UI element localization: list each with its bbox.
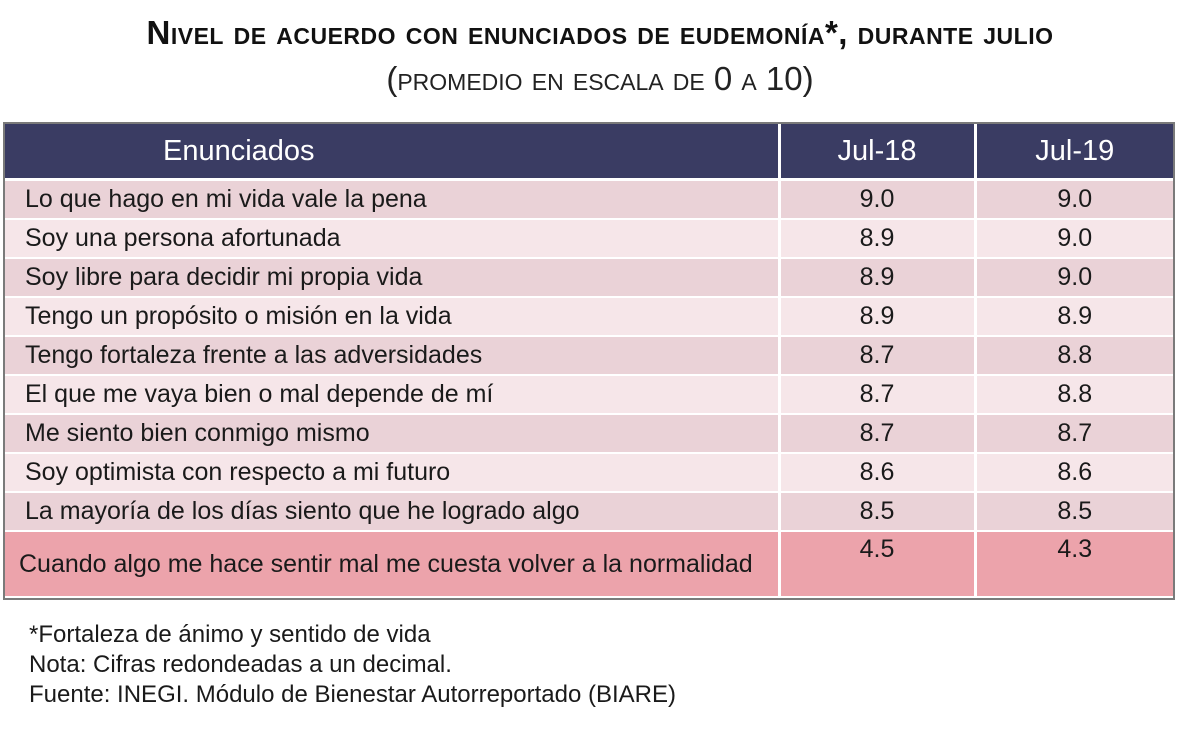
value-jul-18-cell: 8.9 <box>779 297 977 337</box>
statement-cell: Lo que hago en mi vida vale la pena <box>5 179 781 220</box>
table-header-row: Enunciados Jul-18 Jul-19 <box>5 124 1173 181</box>
value-jul-18-cell: 4.5 <box>779 531 977 598</box>
table-body: Lo que hago en mi vida vale la pena 9.0 9.… <box>5 179 1173 598</box>
value-jul-19-cell: 4.3 <box>975 531 1173 598</box>
eudemonia-table: Enunciados Jul-18 Jul-19 Lo que hago en … <box>3 122 1175 600</box>
table-row: Me siento bien conmigo mismo 8.7 8.7 <box>5 414 1173 454</box>
statement-cell: Soy una persona afortunada <box>5 219 781 259</box>
table-title: Nivel de acuerdo con enunciados de eudem… <box>146 14 1054 51</box>
table-row: La mayoría de los días siento que he log… <box>5 492 1173 532</box>
table-notes: *Fortaleza de ánimo y sentido de vida No… <box>29 620 676 710</box>
statement-cell: Me siento bien conmigo mismo <box>5 414 781 454</box>
value-jul-19-cell: 8.8 <box>975 375 1173 415</box>
note-rounding: Nota: Cifras redondeadas a un decimal. <box>29 651 452 678</box>
value-jul-18-cell: 8.7 <box>779 336 977 376</box>
table-row: Tengo un propósito o misión en la vida 8.… <box>5 297 1173 337</box>
statement-cell: Soy libre para decidir mi propia vida <box>5 258 781 298</box>
statement-cell: Tengo fortaleza frente a las adversidade… <box>5 336 781 376</box>
statement-cell: Soy optimista con respecto a mi futuro <box>5 453 781 493</box>
value-jul-19-cell: 8.8 <box>975 336 1173 376</box>
value-jul-19-cell: 9.0 <box>975 179 1173 220</box>
value-jul-18-cell: 8.5 <box>779 492 977 532</box>
value-jul-19-cell: 8.7 <box>975 414 1173 454</box>
source-note: Fuente: INEGI. Módulo de Bienestar Autor… <box>29 681 676 708</box>
value-jul-19-cell: 9.0 <box>975 219 1173 259</box>
value-jul-18-cell: 8.7 <box>779 414 977 454</box>
table-row: Cuando algo me hace sentir mal me cuesta… <box>5 531 1173 598</box>
value-jul-18-cell: 8.6 <box>779 453 977 493</box>
header-jul-18: Jul-18 <box>779 124 977 181</box>
statement-cell: Tengo un propósito o misión en la vida <box>5 297 781 337</box>
value-jul-18-cell: 9.0 <box>779 179 977 220</box>
value-jul-18-cell: 8.9 <box>779 219 977 259</box>
value-jul-19-cell: 8.6 <box>975 453 1173 493</box>
header-enunciados: Enunciados <box>5 124 781 181</box>
value-jul-18-cell: 8.9 <box>779 258 977 298</box>
table-row: Soy libre para decidir mi propia vida 8.9… <box>5 258 1173 298</box>
table-row: El que me vaya bien o mal depende de mí 8… <box>5 375 1173 415</box>
statement-cell: El que me vaya bien o mal depende de mí <box>5 375 781 415</box>
value-jul-19-cell: 8.5 <box>975 492 1173 532</box>
value-jul-18-cell: 8.7 <box>779 375 977 415</box>
value-jul-19-cell: 9.0 <box>975 258 1173 298</box>
table-row: Soy optimista con respecto a mi futuro 8.… <box>5 453 1173 493</box>
table-row: Tengo fortaleza frente a las adversidade… <box>5 336 1173 376</box>
table-row: Lo que hago en mi vida vale la pena 9.0 9.… <box>5 179 1173 220</box>
statement-cell: La mayoría de los días siento que he log… <box>5 492 781 532</box>
table-subtitle: (promedio en escala de 0 a 10) <box>386 60 814 97</box>
statement-cell: Cuando algo me hace sentir mal me cuesta… <box>5 531 781 598</box>
value-jul-19-cell: 8.9 <box>975 297 1173 337</box>
footnote: *Fortaleza de ánimo y sentido de vida <box>29 621 431 648</box>
table-row: Soy una persona afortunada 8.9 9.0 <box>5 219 1173 259</box>
header-jul-19: Jul-19 <box>975 124 1173 181</box>
